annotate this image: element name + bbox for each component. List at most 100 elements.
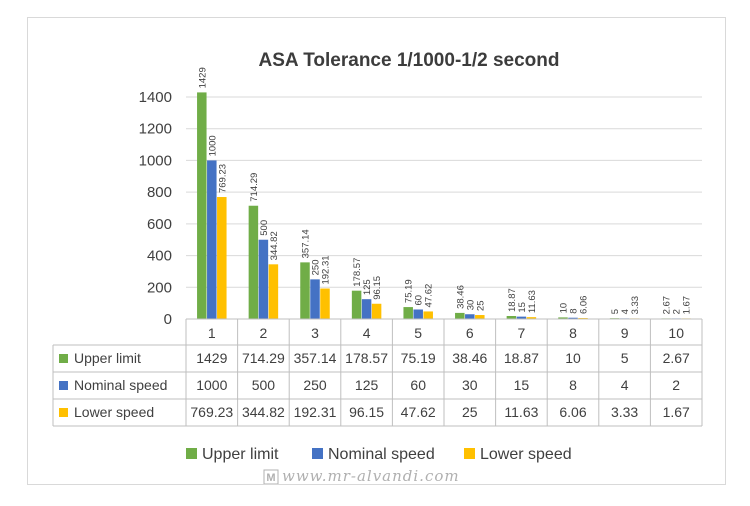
watermark: M www.mr-alvandi.com [263, 467, 460, 484]
table-header-cell: 8 [569, 325, 577, 341]
table-cell: 6.06 [559, 404, 586, 420]
y-tick-label: 400 [147, 248, 172, 265]
table-header-cell: 4 [363, 325, 371, 341]
bar [361, 299, 372, 319]
bar [558, 317, 568, 319]
chart-canvas: ASA Tolerance 1/1000-1/2 second 0 200 400 6… [52, 50, 703, 484]
data-label: 2 [672, 309, 683, 314]
bar [455, 312, 465, 319]
table-header-cell: 10 [668, 325, 684, 341]
data-label: 769.23 [217, 164, 228, 193]
data-label: 178.57 [352, 258, 363, 287]
bar [320, 288, 330, 319]
table-row-label: Lower speed [74, 404, 154, 420]
table-cell: 1429 [196, 350, 227, 366]
table-cell: 2.67 [663, 350, 690, 366]
legend-label: Lower speed [480, 446, 572, 463]
table-header-cell: 9 [621, 325, 629, 341]
data-label: 75.19 [404, 279, 415, 303]
y-tick-label: 200 [147, 279, 172, 296]
bar [506, 316, 517, 319]
bar [568, 317, 578, 319]
data-label: 15 [517, 302, 528, 313]
legend-swatch [464, 448, 475, 459]
table-cell: 47.62 [401, 404, 436, 420]
bar [475, 315, 485, 319]
table-cell: 1.67 [663, 404, 690, 420]
data-label: 38.46 [455, 285, 466, 309]
bar [371, 303, 382, 319]
y-tick-label: 1200 [139, 121, 172, 138]
data-label: 344.82 [269, 231, 280, 260]
table-cell: 4 [621, 377, 629, 393]
bars [197, 92, 691, 319]
table-header-cell: 5 [414, 325, 422, 341]
data-label: 18.87 [507, 288, 518, 312]
bar [258, 239, 269, 319]
table-header-cell: 7 [518, 325, 526, 341]
data-label: 6.06 [579, 296, 590, 315]
data-label: 2.67 [662, 296, 673, 315]
table-cell: 15 [514, 377, 530, 393]
bar [207, 160, 217, 319]
bar [413, 309, 423, 319]
table-legend-swatch [59, 408, 68, 417]
data-label: 125 [362, 279, 373, 295]
legend-swatch [312, 448, 323, 459]
legend-label: Upper limit [202, 446, 279, 463]
data-label: 30 [465, 300, 476, 311]
table-cell: 38.46 [452, 350, 487, 366]
bar [465, 314, 475, 319]
watermark-logo-icon [263, 469, 279, 484]
watermark-text: www.mr-alvandi.com [282, 467, 460, 484]
data-label: 96.15 [372, 276, 383, 300]
data-label: 10 [559, 303, 570, 314]
bar [526, 317, 537, 319]
table-cell: 96.15 [349, 404, 384, 420]
data-label: 8 [569, 308, 580, 313]
data-label: 5 [610, 309, 621, 314]
chart-frame: ASA Tolerance 1/1000-1/2 second 0 200 400 6… [27, 17, 726, 485]
bar [423, 311, 433, 319]
data-label: 25 [475, 300, 486, 311]
table-cell: 5 [621, 350, 629, 366]
y-tick-label: 800 [147, 184, 172, 201]
table-cell: 344.82 [242, 404, 285, 420]
bar [403, 307, 413, 319]
table-cell: 75.19 [401, 350, 436, 366]
table-cell: 714.29 [242, 350, 285, 366]
data-label: 11.63 [527, 290, 538, 313]
y-axis-ticks: 0 200 400 600 800 1000 1200 1400 [139, 89, 172, 328]
data-label: 4 [620, 309, 631, 314]
legend: Upper limit Nominal speed Lower speed [186, 446, 572, 463]
y-tick-label: 1400 [139, 89, 172, 106]
watermark-logo-letter: M [266, 472, 275, 484]
y-tick-label: 0 [164, 311, 172, 328]
table-cell: 500 [252, 377, 276, 393]
data-label: 1000 [207, 135, 218, 156]
y-tick-label: 600 [147, 216, 172, 233]
table-header-cell: 1 [208, 325, 216, 341]
table-cell: 25 [462, 404, 478, 420]
bar [516, 316, 527, 319]
table-cell: 18.87 [504, 350, 539, 366]
bar [217, 197, 227, 319]
table-header-cell: 3 [311, 325, 319, 341]
table-cell: 125 [355, 377, 379, 393]
bar [351, 290, 362, 319]
bar [300, 262, 310, 319]
table-header-cell: 2 [260, 325, 268, 341]
bar [310, 279, 320, 319]
table-cell: 10 [565, 350, 581, 366]
table-cell: 192.31 [294, 404, 337, 420]
data-label: 60 [414, 295, 425, 306]
table-cell: 30 [462, 377, 478, 393]
table-cell: 3.33 [611, 404, 638, 420]
table-row-label: Nominal speed [74, 377, 167, 393]
table-cell: 357.14 [294, 350, 337, 366]
table-row-label: Upper limit [74, 350, 141, 366]
data-table: 1 2 3 4 5 6 7 8 9 10 Upper limit 1429 714.29 357.14 17… [52, 318, 703, 427]
y-tick-label: 1000 [139, 152, 172, 169]
table-legend-swatch [59, 381, 68, 390]
data-label: 250 [311, 259, 322, 275]
